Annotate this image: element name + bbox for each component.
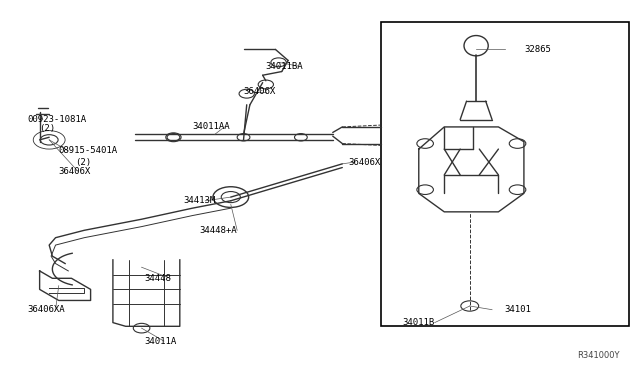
Text: 32865: 32865 (524, 45, 551, 54)
Text: 34448: 34448 (145, 274, 172, 283)
Text: 36406XA: 36406XA (27, 305, 65, 314)
Bar (381, 22, 629, 326)
Text: 34011AA: 34011AA (193, 122, 230, 131)
Text: 36406X: 36406X (59, 167, 91, 176)
Text: 00923-1081A: 00923-1081A (27, 115, 86, 124)
Text: 34413M: 34413M (183, 196, 215, 205)
Text: 34011B: 34011B (403, 318, 435, 327)
Text: 36406X: 36406X (244, 87, 276, 96)
Text: 34448+A: 34448+A (199, 226, 237, 235)
Text: 34011A: 34011A (145, 337, 177, 346)
Text: (2): (2) (75, 157, 91, 167)
Text: (2): (2) (40, 124, 56, 133)
Text: 08915-5401A: 08915-5401A (59, 147, 118, 155)
Text: R341000Y: R341000Y (577, 350, 620, 359)
Text: 34011BA: 34011BA (266, 61, 303, 71)
Text: 34101: 34101 (505, 305, 532, 314)
Text: 36406X: 36406X (349, 157, 381, 167)
